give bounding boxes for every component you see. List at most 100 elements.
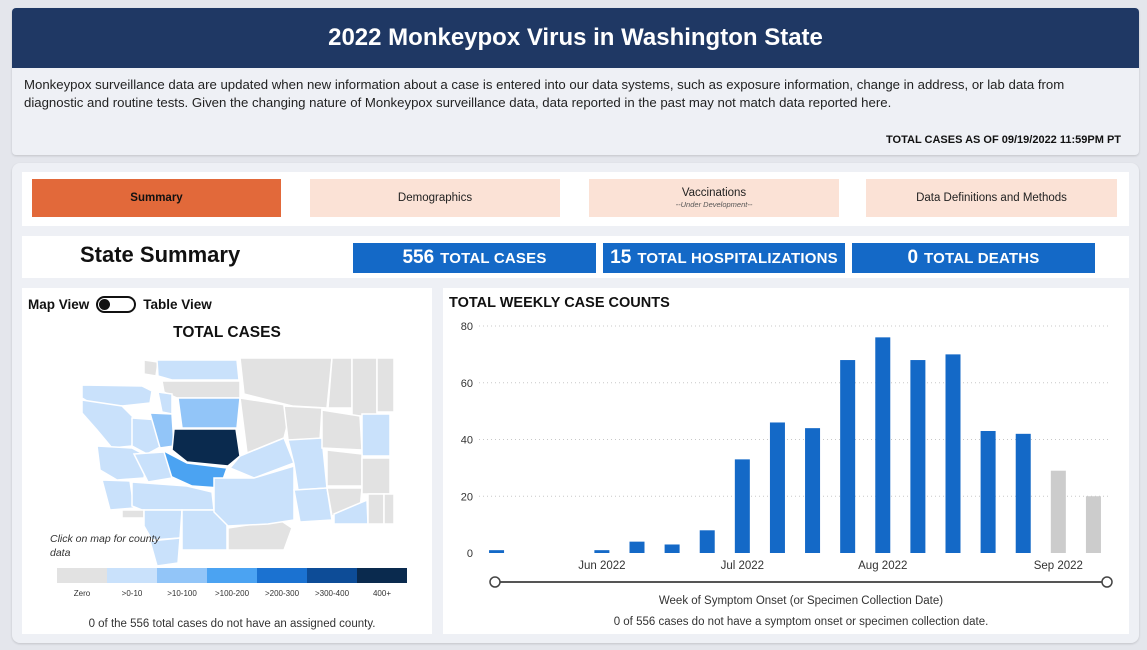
tab-demographics[interactable]: Demographics <box>310 179 560 217</box>
map-legend-labels: Zero >0-10 >10-100 >100-200 >200-300 >30… <box>57 589 407 598</box>
county-snohomish <box>177 397 241 429</box>
x-tick-label: Aug 2022 <box>858 560 907 572</box>
map-legend <box>57 568 407 583</box>
map-title: TOTAL CASES <box>173 324 281 341</box>
total-hospitalizations-label: TOTAL HOSPITALIZATIONS <box>637 249 838 267</box>
header-card: 2022 Monkeypox Virus in Washington State… <box>12 8 1139 155</box>
county-benton <box>293 487 333 523</box>
legend-label: >0-10 <box>121 589 143 598</box>
tab-vaccinations[interactable]: Vaccinations --Under Development-- <box>589 179 839 217</box>
total-hospitalizations-value: 15 <box>610 247 632 268</box>
legend-label: >300-400 <box>314 589 350 598</box>
slider-end-handle[interactable] <box>1101 576 1113 588</box>
tab-vaccinations-label: Vaccinations <box>681 187 747 199</box>
legend-swatch-10-100 <box>157 568 207 583</box>
state-summary-row: State Summary 556 TOTAL CASES 15 TOTAL H… <box>22 236 1129 278</box>
county-stevens <box>351 357 378 417</box>
bar <box>910 360 926 553</box>
map-click-hint: Click on map for county data <box>50 533 160 559</box>
county-asotin <box>383 493 395 525</box>
tab-summary[interactable]: Summary <box>32 179 281 217</box>
bar <box>734 459 750 553</box>
table-view-label: Table View <box>143 297 212 312</box>
bar <box>945 354 961 553</box>
legend-swatch-300-400 <box>307 568 357 583</box>
county-san-juan <box>143 359 159 377</box>
county-whitman <box>361 457 391 495</box>
county-jefferson <box>81 399 135 449</box>
county-adams <box>326 449 363 487</box>
county-king <box>171 428 241 467</box>
bar <box>1050 470 1066 553</box>
total-cases-card: 556 TOTAL CASES <box>353 243 596 273</box>
county-ferry <box>327 357 353 409</box>
county-pend-oreille <box>376 357 395 413</box>
y-tick-label: 20 <box>461 491 473 503</box>
legend-label: >100-200 <box>214 589 250 598</box>
legend-swatch-200-300 <box>257 568 307 583</box>
washington-county-map[interactable] <box>22 288 432 634</box>
bar <box>1015 433 1031 553</box>
bar <box>594 550 610 553</box>
legend-swatch-0-10 <box>107 568 157 583</box>
county-yakima <box>213 464 295 527</box>
total-cases-value: 556 <box>402 247 435 268</box>
slider-start-handle[interactable] <box>489 576 501 588</box>
county-island <box>157 391 173 415</box>
county-kittitas <box>228 437 295 479</box>
y-tick-label: 60 <box>461 378 473 390</box>
legend-label: Zero <box>73 589 91 598</box>
state-summary-title: State Summary <box>80 242 241 267</box>
x-tick-label: Sep 2022 <box>1034 560 1083 572</box>
legend-swatch-400-plus <box>357 568 407 583</box>
legend-swatch-100-200 <box>207 568 257 583</box>
bar <box>769 422 785 553</box>
county-clark <box>149 537 181 567</box>
tab-data-definitions[interactable]: Data Definitions and Methods <box>866 179 1117 217</box>
total-cases-label: TOTAL CASES <box>440 249 547 267</box>
tab-data-definitions-label: Data Definitions and Methods <box>916 192 1067 204</box>
total-deaths-card: 0 TOTAL DEATHS <box>852 243 1095 273</box>
main-card: Summary Demographics Vaccinations --Unde… <box>12 163 1139 643</box>
x-axis-label: Week of Symptom Onset (or Specimen Colle… <box>659 595 943 607</box>
legend-swatch-zero <box>57 568 107 583</box>
county-columbia <box>367 493 385 525</box>
bar <box>489 550 505 553</box>
legend-label: 400+ <box>372 589 392 598</box>
weekly-case-chart-panel: TOTAL WEEKLY CASE COUNTS 0 20 40 60 80 Jun 20… <box>443 288 1129 634</box>
bar <box>840 360 856 553</box>
bar <box>629 541 645 553</box>
y-tick-label: 0 <box>467 548 473 560</box>
county-wahkiakum <box>121 509 145 519</box>
county-whatcom <box>156 359 240 381</box>
bar <box>1085 496 1101 553</box>
county-spokane <box>361 413 391 457</box>
weekly-case-chart: 0 20 40 60 80 Jun 2022 Jul 2022 Aug 2022 Sep 202… <box>461 321 1113 628</box>
county-skagit <box>161 380 241 399</box>
tab-bar: Summary Demographics Vaccinations --Unde… <box>22 172 1129 226</box>
view-toggle-switch[interactable] <box>96 296 137 313</box>
x-tick-label: Jul 2022 <box>721 560 764 572</box>
surveillance-notice: Monkeypox surveillance data are updated … <box>24 77 1065 110</box>
county-clallam <box>81 384 153 407</box>
toggle-knob <box>99 299 111 310</box>
y-tick-label: 40 <box>461 435 473 447</box>
total-hospitalizations-card: 15 TOTAL HOSPITALIZATIONS <box>603 243 845 273</box>
page-title: 2022 Monkeypox Virus in Washington State <box>12 8 1139 68</box>
total-deaths-label: TOTAL DEATHS <box>924 249 1040 267</box>
bar <box>699 530 715 553</box>
bar <box>875 337 891 553</box>
tab-summary-label: Summary <box>130 192 183 204</box>
county-pacific <box>101 479 135 511</box>
tab-vaccinations-sublabel: --Under Development-- <box>675 200 753 209</box>
bar <box>805 428 821 553</box>
map-view-label: Map View <box>28 297 90 312</box>
legend-label: >200-300 <box>264 589 300 598</box>
x-tick-label: Jun 2022 <box>578 560 625 572</box>
tab-demographics-label: Demographics <box>397 192 473 204</box>
as-of-timestamp: TOTAL CASES AS OF 09/19/2022 11:59PM PT <box>886 134 1121 146</box>
map-panel: Map View Table View TOTAL CASES <box>22 288 432 634</box>
chart-footnote: 0 of 556 cases do not have a symptom ons… <box>614 616 989 628</box>
legend-label: >10-100 <box>167 589 197 598</box>
view-toggle-row: Map View Table View <box>28 296 212 313</box>
